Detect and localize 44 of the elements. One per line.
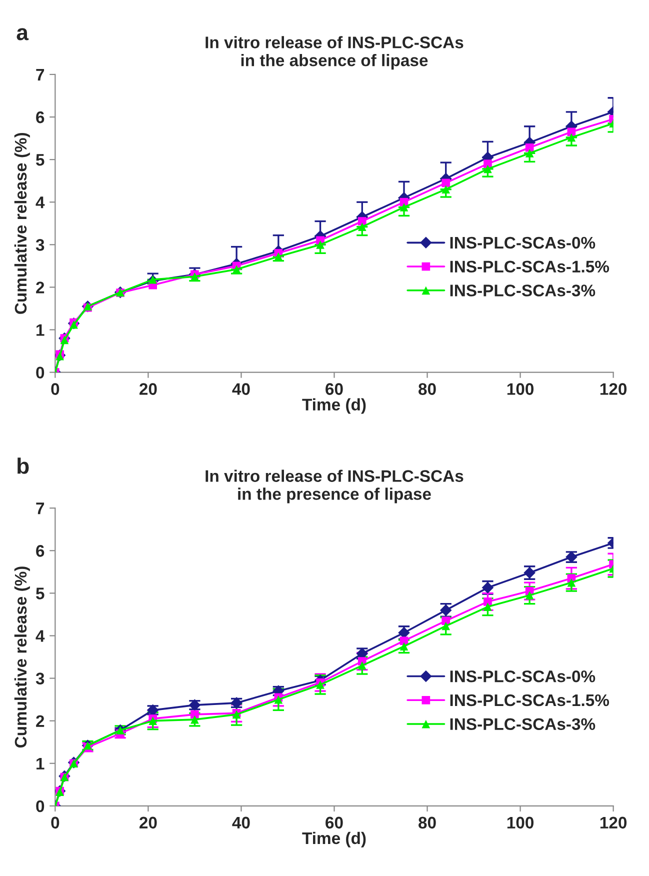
legend-label: INS-PLC-SCAs-3% — [450, 284, 596, 296]
y-tick-label: 3 — [36, 672, 44, 684]
x-tick-label: 80 — [418, 383, 436, 395]
x-tick-label: 120 — [600, 383, 627, 395]
chart-title: In vitro release of INS-PLC-SCAs in the presence of lipase — [206, 470, 464, 504]
legend-label: INS-PLC-SCAs-3% — [450, 718, 596, 730]
y-tick-label: 5 — [36, 154, 44, 166]
y-tick-label: 6 — [36, 111, 44, 124]
y-tick-label: 7 — [36, 502, 44, 514]
y-tick-label: 2 — [36, 715, 44, 727]
y-axis-title: Cumulative release (%) — [14, 566, 30, 748]
legend-label: INS-PLC-SCAs-0% — [450, 236, 596, 249]
x-tick-label: 60 — [326, 383, 343, 395]
x-axis-title: Time (d) — [302, 832, 366, 848]
y-tick-label: 0 — [36, 800, 44, 812]
y-tick-label: 4 — [36, 630, 45, 642]
legend-label: INS-PLC-SCAs-1.5% — [450, 260, 610, 273]
x-tick-label: 60 — [326, 816, 343, 829]
y-tick-label: 7 — [36, 69, 44, 80]
y-axis-title: Cumulative release (%) — [14, 132, 30, 314]
x-tick-label: 120 — [600, 816, 627, 829]
x-tick-label: 80 — [418, 816, 436, 829]
legend-label: INS-PLC-SCAs-1.5% — [450, 694, 610, 706]
y-tick-label: 3 — [36, 239, 44, 251]
legend-label: INS-PLC-SCAs-0% — [450, 670, 596, 682]
y-tick-label: 5 — [36, 588, 44, 600]
y-tick-label: 1 — [36, 324, 44, 336]
x-tick-label: 100 — [507, 816, 534, 829]
chart-title: In vitro release of INS-PLC-SCAs in the absence of lipase — [206, 36, 464, 70]
text: a — [16, 28, 29, 40]
x-tick-label: 40 — [232, 383, 250, 395]
x-tick-label: 0 — [51, 383, 60, 395]
y-tick-label: 1 — [36, 758, 44, 770]
y-tick-label: 4 — [36, 196, 45, 208]
x-tick-label: 100 — [507, 383, 534, 395]
x-tick-label: 40 — [232, 816, 250, 829]
y-tick-label: 6 — [36, 545, 44, 557]
x-tick-label: 20 — [140, 383, 157, 395]
x-tick-label: 20 — [140, 816, 157, 829]
y-tick-label: 0 — [36, 366, 44, 379]
x-axis-title: Time (d) — [302, 398, 366, 414]
text: b — [18, 458, 29, 474]
y-tick-label: 2 — [36, 282, 44, 294]
x-tick-label: 0 — [51, 816, 60, 829]
